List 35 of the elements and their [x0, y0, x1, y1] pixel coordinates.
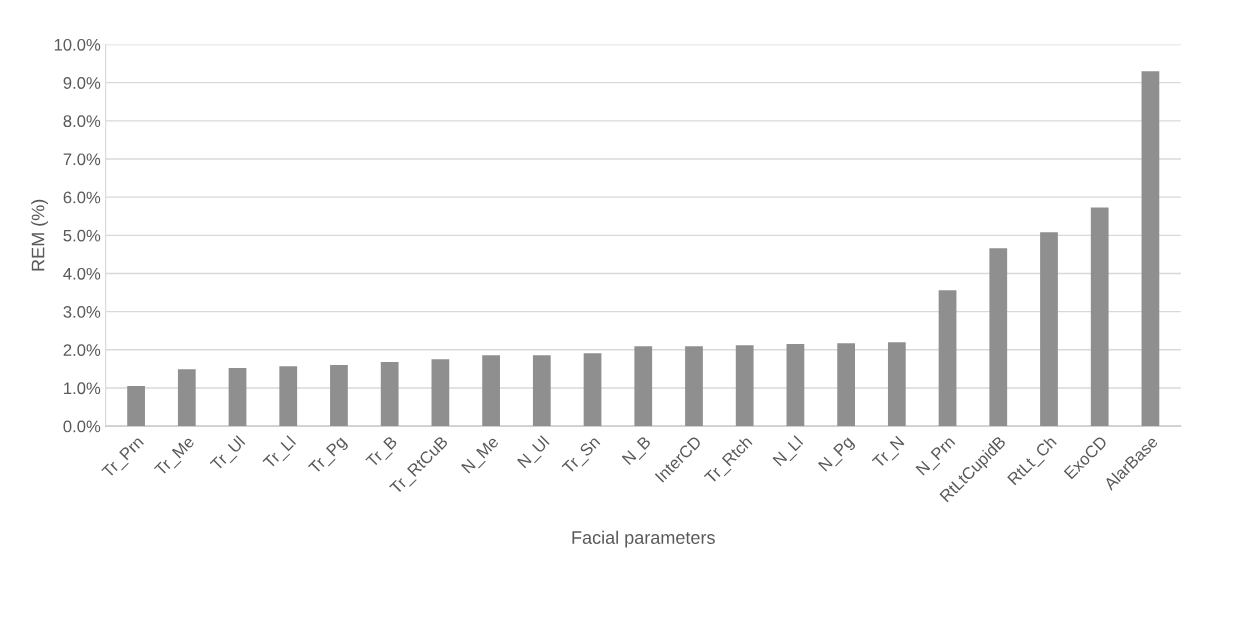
- x-tick-label: N_B: [621, 435, 654, 468]
- bar: [685, 346, 703, 427]
- x-axis-title: Facial parameters: [572, 530, 715, 548]
- bar: [1040, 232, 1058, 427]
- y-tick-label: 10.0%: [54, 38, 101, 51]
- bar: [380, 362, 399, 427]
- bar: [330, 365, 348, 427]
- bar: [431, 359, 450, 427]
- bar: [482, 355, 500, 427]
- bar: [228, 368, 247, 427]
- y-tick-label: 8.0%: [63, 115, 101, 128]
- bar: [634, 346, 653, 427]
- bar: [786, 344, 805, 427]
- bar: [837, 343, 855, 427]
- bar: [1141, 71, 1160, 427]
- bar: [735, 345, 754, 427]
- bar: [583, 353, 602, 427]
- bar: [989, 248, 1008, 427]
- y-tick-label: 6.0%: [63, 191, 101, 204]
- y-axis-title: REM (%): [31, 199, 48, 271]
- y-tick-label: 2.0%: [63, 344, 101, 356]
- bar: [177, 369, 196, 427]
- bar: [938, 290, 957, 427]
- y-tick-label: 0.0%: [63, 420, 101, 433]
- y-tick-label: 3.0%: [63, 306, 101, 318]
- bar: [1090, 207, 1109, 427]
- y-tick-label: 9.0%: [63, 77, 101, 89]
- bar: [279, 366, 298, 427]
- y-tick-label: 4.0%: [63, 267, 101, 280]
- y-tick-label: 5.0%: [63, 229, 101, 242]
- bar: [127, 386, 145, 427]
- y-tick-label: 1.0%: [64, 382, 101, 395]
- bar: [532, 355, 551, 427]
- y-tick-label: 7.0%: [63, 153, 101, 166]
- bar: [887, 342, 906, 427]
